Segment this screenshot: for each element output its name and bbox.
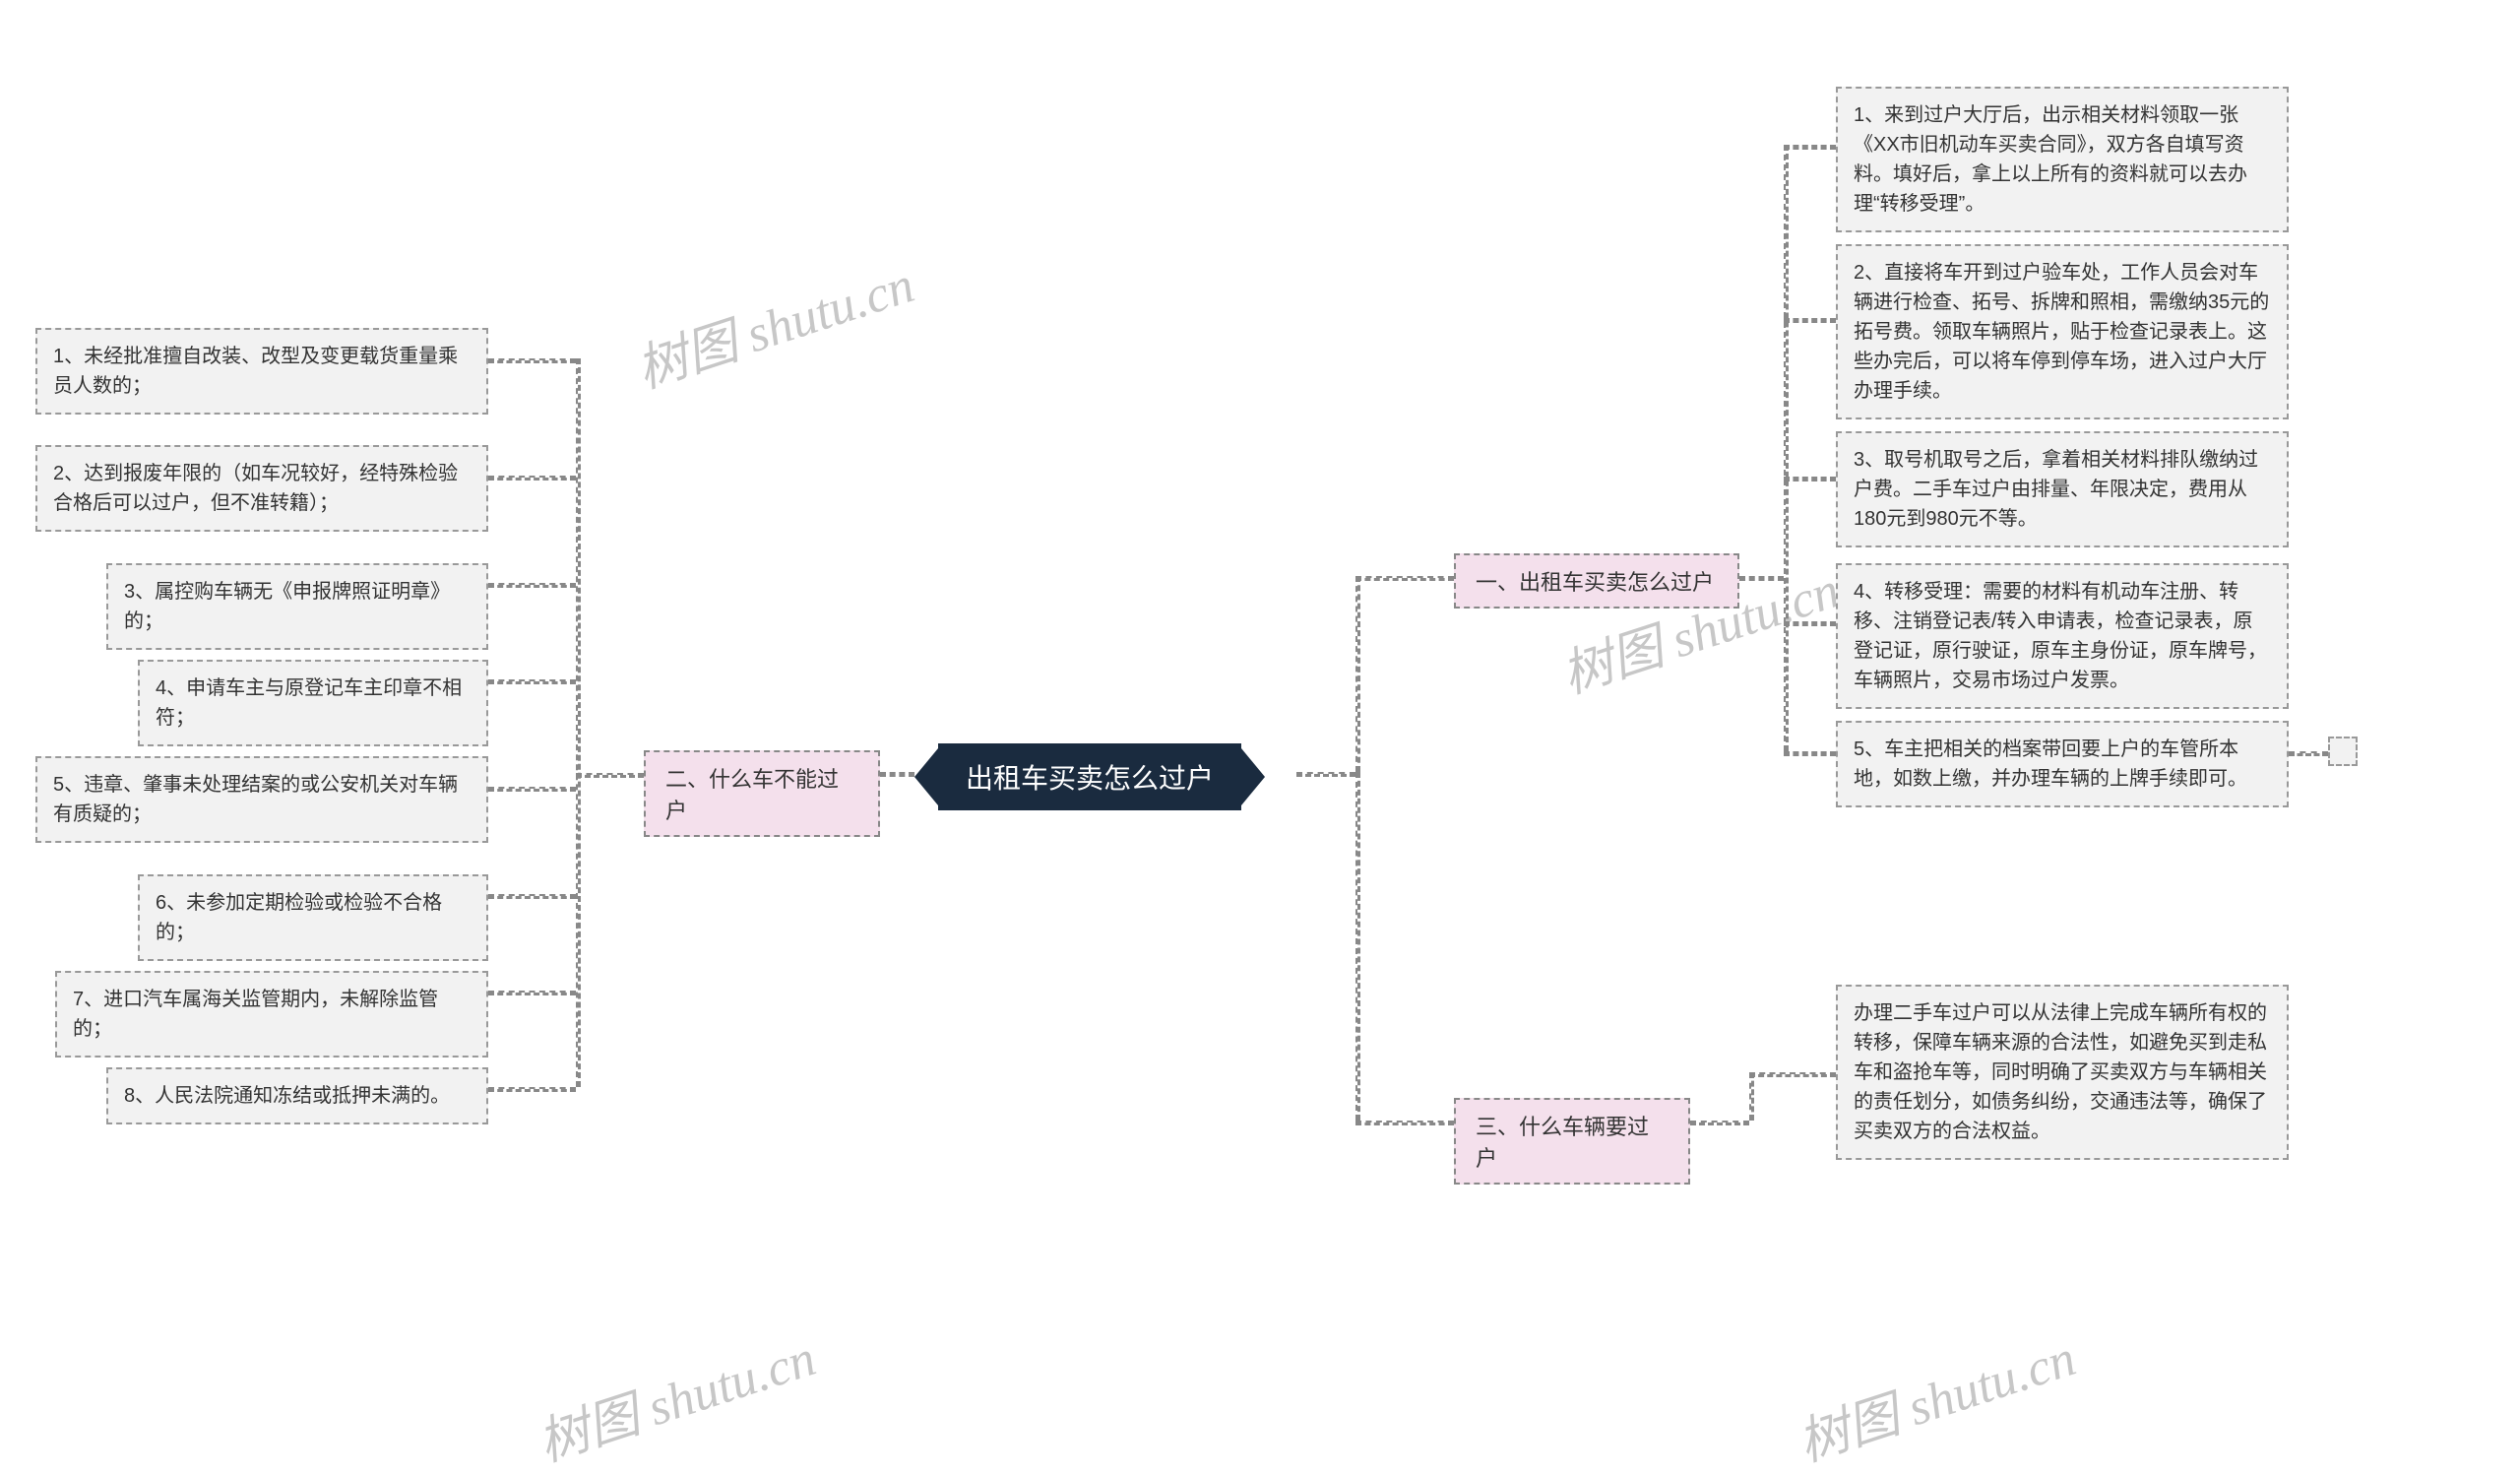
watermark: 树图 shutu.cn	[1788, 1316, 2084, 1475]
leaf-2-3: 3、属控购车辆无《申报牌照证明章》的；	[106, 563, 488, 650]
connector	[1739, 576, 1784, 581]
connector	[1784, 145, 1836, 150]
root-cap-right	[1241, 748, 1265, 805]
leaf-1-4: 4、转移受理：需要的材料有机动车注册、转移、注销登记表/转入申请表，检查记录表，…	[1836, 563, 2289, 709]
leaf-1-5-stub	[2328, 737, 2358, 766]
connector	[488, 787, 576, 792]
connector	[1749, 1072, 1754, 1121]
connector	[1784, 145, 1789, 751]
leaf-2-4: 4、申请车主与原登记车主印章不相符；	[138, 660, 488, 746]
connector	[1784, 477, 1836, 481]
connector	[488, 1087, 576, 1092]
watermark: 树图 shutu.cn	[626, 243, 922, 402]
connector	[576, 358, 581, 1087]
connector	[1355, 576, 1360, 772]
watermark: 树图 shutu.cn	[528, 1316, 824, 1475]
leaf-1-3: 3、取号机取号之后，拿着相关材料排队缴纳过户费。二手车过户由排量、年限决定，费用…	[1836, 431, 2289, 547]
connector	[488, 583, 576, 588]
leaf-2-1: 1、未经批准擅自改装、改型及变更载货重量乘员人数的；	[35, 328, 488, 415]
connector	[1784, 621, 1836, 626]
connector	[1690, 1121, 1749, 1125]
connector	[1355, 576, 1454, 581]
root-cap-left	[914, 748, 938, 805]
connector	[488, 679, 576, 684]
branch-3: 三、什么车辆要过户	[1454, 1098, 1690, 1185]
branch-1: 一、出租车买卖怎么过户	[1454, 553, 1739, 609]
leaf-1-2: 2、直接将车开到过户验车处，工作人员会对车辆进行检查、拓号、拆牌和照相，需缴纳3…	[1836, 244, 2289, 419]
connector	[2289, 751, 2328, 756]
connector	[1296, 772, 1355, 777]
connector	[488, 991, 576, 995]
connector	[488, 358, 576, 363]
connector	[1784, 318, 1836, 323]
connector	[488, 476, 576, 481]
leaf-1-1: 1、来到过户大厅后，出示相关材料领取一张《XX市旧机动车买卖合同》，双方各自填写…	[1836, 87, 2289, 232]
leaf-3-1: 办理二手车过户可以从法律上完成车辆所有权的转移，保障车辆来源的合法性，如避免买到…	[1836, 985, 2289, 1160]
leaf-2-6: 6、未参加定期检验或检验不合格的；	[138, 874, 488, 961]
connector	[576, 773, 644, 778]
root-node: 出租车买卖怎么过户	[914, 743, 1265, 810]
leaf-2-7: 7、进口汽车属海关监管期内，未解除监管的；	[55, 971, 488, 1058]
connector	[1749, 1072, 1836, 1077]
leaf-2-8: 8、人民法院通知冻结或抵押未满的。	[106, 1067, 488, 1124]
mindmap-canvas: 树图 shutu.cn 树图 shutu.cn 树图 shutu.cn 树图 s…	[0, 0, 2520, 1374]
root-label: 出租车买卖怎么过户	[938, 743, 1241, 810]
connector	[488, 894, 576, 899]
leaf-1-5: 5、车主把相关的档案带回要上户的车管所本地，如数上缴，并办理车辆的上牌手续即可。	[1836, 721, 2289, 807]
connector	[1355, 1121, 1454, 1125]
leaf-2-5: 5、违章、肇事未处理结案的或公安机关对车辆有质疑的；	[35, 756, 488, 843]
connector	[1355, 772, 1360, 1121]
connector	[1784, 751, 1836, 756]
branch-2: 二、什么车不能过户	[644, 750, 880, 837]
connector	[880, 772, 914, 777]
leaf-2-2: 2、达到报废年限的（如车况较好，经特殊检验合格后可以过户，但不准转籍）；	[35, 445, 488, 532]
